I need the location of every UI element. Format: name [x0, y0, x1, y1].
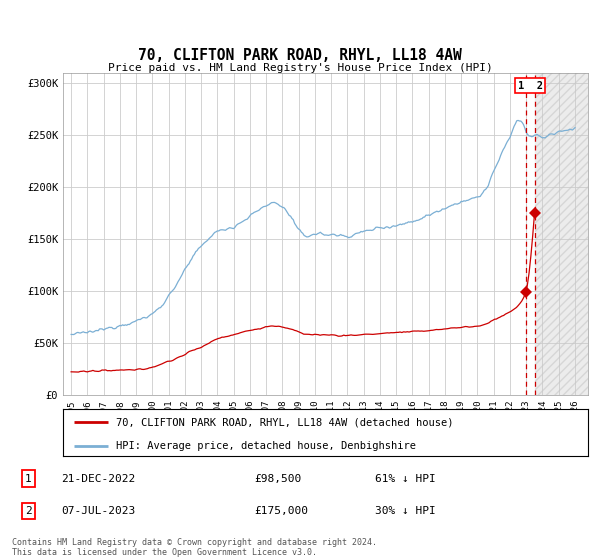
Text: Price paid vs. HM Land Registry's House Price Index (HPI): Price paid vs. HM Land Registry's House …: [107, 63, 493, 73]
Text: HPI: Average price, detached house, Denbighshire: HPI: Average price, detached house, Denb…: [115, 441, 415, 451]
Text: £98,500: £98,500: [254, 474, 301, 483]
Text: £175,000: £175,000: [254, 506, 308, 516]
Bar: [535, 73, 588, 395]
Text: Contains HM Land Registry data © Crown copyright and database right 2024.
This d: Contains HM Land Registry data © Crown c…: [12, 538, 377, 557]
Text: 2: 2: [25, 506, 32, 516]
Text: 1  2: 1 2: [518, 81, 542, 91]
Text: 1: 1: [25, 474, 32, 483]
Text: 70, CLIFTON PARK ROAD, RHYL, LL18 4AW (detached house): 70, CLIFTON PARK ROAD, RHYL, LL18 4AW (d…: [115, 417, 453, 427]
Text: 61% ↓ HPI: 61% ↓ HPI: [375, 474, 436, 483]
Text: 30% ↓ HPI: 30% ↓ HPI: [375, 506, 436, 516]
Text: 07-JUL-2023: 07-JUL-2023: [61, 506, 135, 516]
Bar: [535, 73, 588, 395]
Text: 21-DEC-2022: 21-DEC-2022: [61, 474, 135, 483]
Text: 70, CLIFTON PARK ROAD, RHYL, LL18 4AW: 70, CLIFTON PARK ROAD, RHYL, LL18 4AW: [138, 48, 462, 63]
